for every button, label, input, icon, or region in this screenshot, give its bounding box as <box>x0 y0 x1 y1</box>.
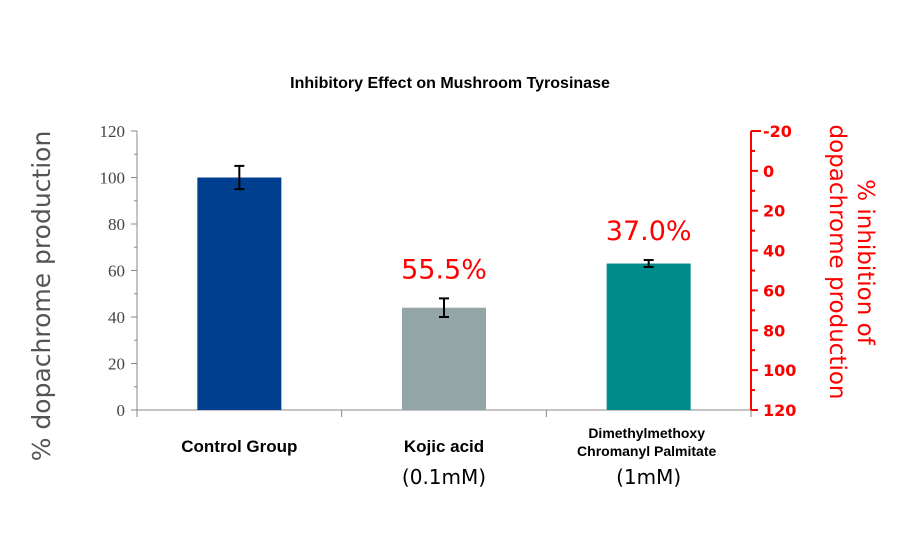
y-axis-label: % dopachrome production <box>27 131 56 462</box>
y-tick-label: 80 <box>108 215 125 234</box>
y2-tick-label: 40 <box>763 242 785 261</box>
bar <box>197 177 282 410</box>
y-tick-label: 20 <box>108 355 125 374</box>
y-tick-label: 60 <box>108 262 125 281</box>
y2-axis-label-line: % inhibition of <box>852 179 878 346</box>
inhibition-label: 37.0% <box>606 216 692 247</box>
category-label: Dimethylmethoxy <box>588 425 705 441</box>
y2-tick-label: 120 <box>763 401 796 420</box>
plot-area: 0 20 40 60 80 100 120 -20 0 20 40 60 80 100 120 Control… <box>100 122 797 489</box>
category-label: Chromanyl Palmitate <box>577 443 716 459</box>
y2-tick-label: 80 <box>763 321 785 340</box>
y2-tick-label: 100 <box>763 361 796 380</box>
category-label: Control Group <box>181 437 297 456</box>
y-tick-label: 100 <box>100 169 126 188</box>
category-note: (1mM) <box>616 465 681 489</box>
y-tick-label: 40 <box>108 308 125 327</box>
category-label: Kojic acid <box>404 437 484 456</box>
y2-tick-label: 20 <box>763 202 785 221</box>
chart-title: Inhibitory Effect on Mushroom Tyrosinase <box>290 75 610 92</box>
y2-axis-label-line: dopachrome production <box>824 125 850 400</box>
y-tick-label: 0 <box>117 401 126 420</box>
inhibition-label: 55.5% <box>401 254 487 285</box>
category-note: (0.1mM) <box>402 465 486 489</box>
y2-tick-label: 0 <box>763 162 774 181</box>
y2-tick-label: 60 <box>763 281 785 300</box>
bar <box>606 263 691 410</box>
y-tick-label: 120 <box>100 122 126 141</box>
bar <box>402 307 486 410</box>
y2-tick-label: -20 <box>763 122 792 141</box>
